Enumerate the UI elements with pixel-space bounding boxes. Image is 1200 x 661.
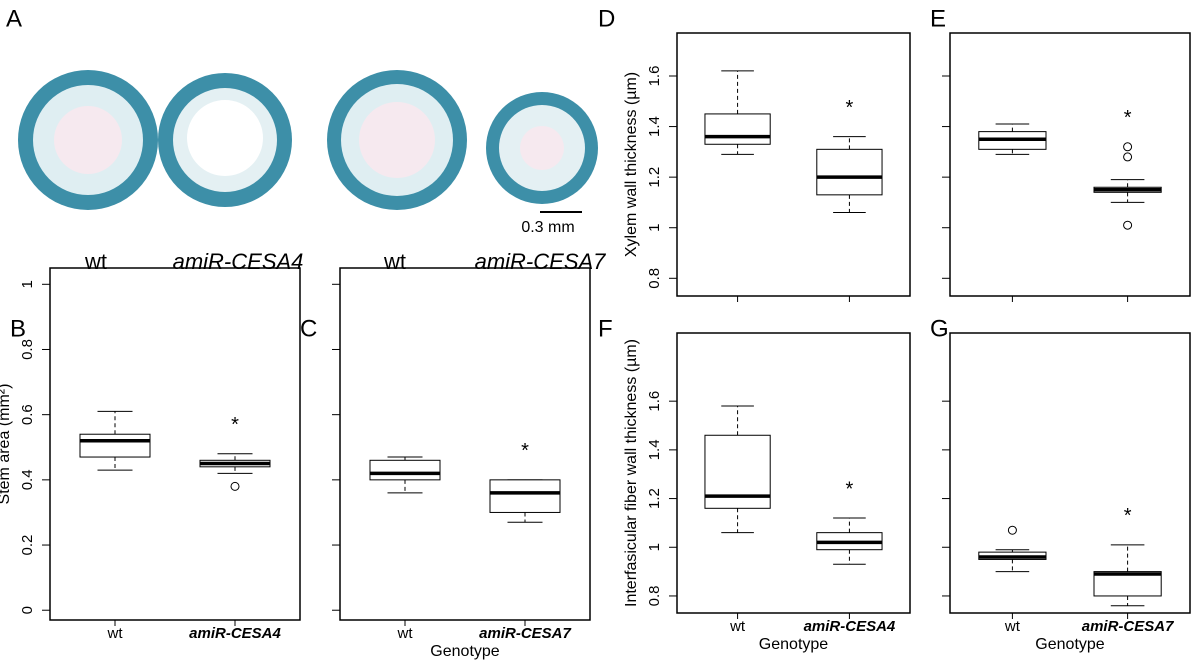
panel-letter: F [598,315,613,342]
y-tick-label: 0.6 [19,404,36,425]
y-tick-label: 0.2 [19,535,36,556]
y-tick-label: 1 [646,543,663,551]
x-tick-label: amiR-CESA7 [1082,618,1174,635]
y-axis-label: Stem area (mm²) [0,384,13,505]
plot-frame [676,32,911,297]
panel-letter: B [10,315,26,342]
outlier [230,481,240,491]
significance-mark: * [1124,107,1132,129]
box [816,148,883,196]
significance-mark: * [846,97,854,119]
significance-mark: * [521,440,529,462]
caption: amiR-CESA4 [173,249,304,274]
y-axis-label: Xylem wall thickness (µm) [623,72,640,257]
plot-frame [339,267,591,621]
y-tick-label: 0.8 [646,586,663,607]
outlier [1007,525,1017,535]
y-tick-label: 1.2 [646,167,663,188]
outlier [1123,152,1133,162]
y-axis-label: Interfasicular fiber wall thickness (µm) [623,339,640,607]
panel-letter: A [6,5,22,32]
y-tick-label: 1.6 [646,391,663,412]
caption: amiR-CESA7 [475,249,607,274]
x-tick-label: wt [397,625,414,642]
x-axis-label: Genotype [759,636,828,653]
outlier [1123,142,1133,152]
x-tick-label: amiR-CESA7 [479,625,571,642]
x-tick-label: amiR-CESA4 [804,618,896,635]
stem-sections [18,70,598,213]
x-axis-label: Genotype [1035,636,1104,653]
significance-mark: * [1124,505,1132,527]
x-tick-label: wt [107,625,124,642]
x-tick-label: wt [1004,618,1021,635]
y-tick-label: 1 [19,280,36,288]
y-tick-label: 1.6 [646,66,663,87]
y-tick-label: 0.8 [19,339,36,360]
significance-mark: * [231,414,239,436]
x-tick-label: wt [729,618,746,635]
outlier [1123,220,1133,230]
plot-frame [676,332,911,614]
plot-frame [49,267,301,621]
box [79,433,151,458]
box [489,479,561,513]
panel-letter: E [930,5,946,32]
panel-letter: C [300,315,317,342]
plot-frame [949,332,1191,614]
caption: wt [84,249,107,274]
x-tick-label: amiR-CESA4 [189,625,281,642]
y-tick-label: 1.4 [646,439,663,460]
y-tick-label: 0.4 [19,469,36,490]
y-tick-label: 0.8 [646,268,663,289]
significance-mark: * [846,478,854,500]
panel-letter: G [930,315,949,342]
box [369,459,441,481]
panel-letter: D [598,5,615,32]
caption: wt [383,249,406,274]
y-tick-label: 0 [19,606,36,614]
x-axis-label: Genotype [430,643,499,660]
plot-frame [949,32,1191,297]
scale-bar-label: 0.3 mm [521,219,574,236]
y-tick-label: 1 [646,224,663,232]
box [704,113,771,145]
y-tick-label: 1.2 [646,488,663,509]
y-tick-label: 1.4 [646,116,663,137]
